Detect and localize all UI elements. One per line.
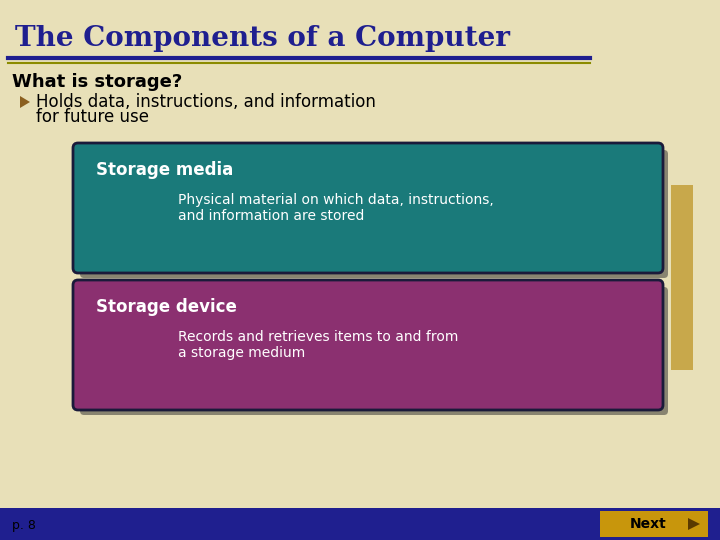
- Polygon shape: [20, 96, 30, 108]
- Text: Holds data, instructions, and information: Holds data, instructions, and informatio…: [36, 93, 376, 111]
- FancyBboxPatch shape: [671, 185, 693, 370]
- Bar: [0, 508, 720, 540]
- Text: Records and retrieves items to and from: Records and retrieves items to and from: [178, 330, 459, 344]
- Polygon shape: [688, 518, 700, 530]
- FancyBboxPatch shape: [80, 287, 668, 415]
- Text: What is storage?: What is storage?: [12, 73, 182, 91]
- Text: and information are stored: and information are stored: [178, 209, 364, 223]
- Text: a storage medium: a storage medium: [178, 346, 305, 360]
- Text: Physical material on which data, instructions,: Physical material on which data, instruc…: [178, 193, 494, 207]
- Text: Storage media: Storage media: [96, 161, 233, 179]
- FancyBboxPatch shape: [73, 143, 663, 273]
- Text: Storage device: Storage device: [96, 298, 237, 316]
- Text: p. 8: p. 8: [12, 518, 36, 531]
- Text: The Components of a Computer: The Components of a Computer: [15, 24, 510, 51]
- FancyBboxPatch shape: [80, 150, 668, 278]
- Text: Next: Next: [630, 517, 667, 531]
- Text: for future use: for future use: [36, 108, 149, 126]
- FancyBboxPatch shape: [73, 280, 663, 410]
- Bar: [600, 511, 708, 537]
